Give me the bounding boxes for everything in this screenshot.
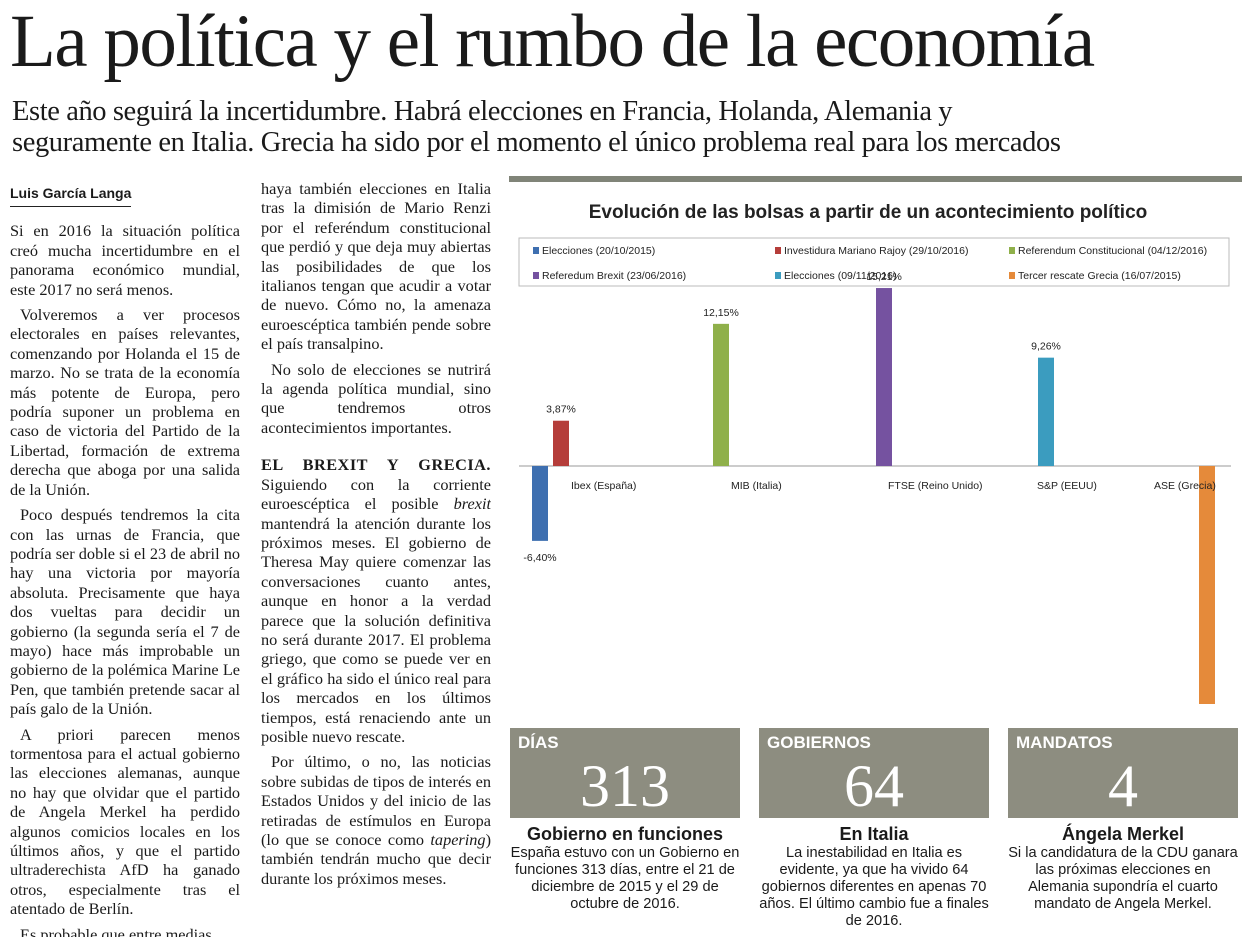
paragraph: A priori parecen menos tormentosa para e… xyxy=(10,724,240,919)
legend-item-label: Referendum Constitucional (04/12/2016) xyxy=(1018,245,1207,257)
data-labels: -6,40%3,87%12,15%15,21%9,26%-21,57% xyxy=(523,271,1061,564)
stat-box-mandates: MANDATOS 4 Ángela Merkel Si la candidatu… xyxy=(1008,728,1238,913)
legend-box xyxy=(518,237,1230,287)
data-label: 12,15% xyxy=(703,307,739,319)
legend-swatch xyxy=(533,247,539,254)
stat-number: 4 xyxy=(1108,753,1138,819)
paragraph: Volveremos a ver procesos electorales en… xyxy=(10,305,240,499)
stat-text: Si la candidatura de la CDU ganara las p… xyxy=(1008,845,1238,912)
paragraph: No solo de elecciones se nutrirá la agen… xyxy=(261,359,491,437)
stat-header: GOBIERNOS 64 xyxy=(759,728,989,818)
category-label: Ibex (España) xyxy=(571,480,636,492)
category-label: MIB (Italia) xyxy=(731,480,782,492)
stat-label: DÍAS xyxy=(518,733,559,752)
legend-swatch xyxy=(775,272,781,279)
subheadline-line-1: Este año seguirá la incertidumbre. Habrá… xyxy=(12,96,953,127)
data-label: 3,87% xyxy=(546,404,576,416)
bar xyxy=(713,323,729,466)
category-label: S&P (EEUU) xyxy=(1037,480,1097,492)
legend-item-label: Investidura Mariano Rajoy (29/10/2016) xyxy=(784,245,968,257)
stat-header: MANDATOS 4 xyxy=(1008,728,1238,818)
data-label: 9,26% xyxy=(1031,341,1061,353)
paragraph: Es probable que entre medias xyxy=(20,924,212,937)
section-heading: EL BREXIT Y GRECIA. xyxy=(261,455,491,475)
article-column-1: Luis García Langa Si en 2016 la situació… xyxy=(10,183,240,937)
bar xyxy=(553,420,569,466)
paragraph: Poco después tendremos la cita con las u… xyxy=(10,505,240,719)
stat-box-days: DÍAS 313 Gobierno en funciones España es… xyxy=(510,728,740,913)
stat-label: GOBIERNOS xyxy=(767,733,871,752)
stat-text: La inestabilidad en Italia es evidente, … xyxy=(759,845,989,929)
stat-label: MANDATOS xyxy=(1016,733,1113,752)
legend-item-label: Referedum Brexit (23/06/2016) xyxy=(542,270,686,282)
bar xyxy=(876,288,892,466)
subheadline-line-2: seguramente en Italia. Grecia ha sido po… xyxy=(12,127,1061,158)
data-label: 15,21% xyxy=(866,271,902,283)
data-label: -6,40% xyxy=(523,552,556,564)
bars xyxy=(532,288,1215,704)
stat-box-governments: GOBIERNOS 64 En Italia La inestabilidad … xyxy=(759,728,989,930)
stat-title: Ángela Merkel xyxy=(1061,824,1185,844)
legend-item-label: Tercer rescate Grecia (16/07/2015) xyxy=(1018,270,1181,282)
legend: Elecciones (20/10/2015) Investidura Maria… xyxy=(533,245,1207,282)
article-column-2: haya también elecciones en Italia tras l… xyxy=(261,179,491,937)
subheadline: Este año seguirá la incertidumbre. Habrá… xyxy=(12,96,1242,158)
paragraph: Por último, o no, las noticias sobre sub… xyxy=(261,752,491,888)
bar xyxy=(1199,466,1215,704)
headline: La política y el rumbo de la economía xyxy=(10,0,1095,83)
stat-title: Gobierno en funciones xyxy=(526,824,723,844)
stat-number: 64 xyxy=(844,753,904,819)
stat-title: En Italia xyxy=(839,824,909,844)
stat-text: España estuvo con un Gobierno en funcion… xyxy=(510,845,740,912)
chart-svg: Evolución de las bolsas a partir de un a… xyxy=(518,202,1231,704)
paragraph: haya también elecciones en Italia tras l… xyxy=(261,179,491,354)
legend-swatch xyxy=(775,247,781,254)
legend-swatch xyxy=(1009,247,1015,254)
category-label: FTSE (Reino Unido) xyxy=(888,480,983,492)
bar xyxy=(1038,357,1054,466)
paragraph: Si en 2016 la situación política creó mu… xyxy=(10,221,240,299)
legend-item-label: Elecciones (09/11/2016) xyxy=(784,270,896,282)
stat-number: 313 xyxy=(580,753,670,819)
chart-title: Evolución de las bolsas a partir de un a… xyxy=(589,202,1148,223)
category-labels: Ibex (España) MIB (Italia) FTSE (Reino Uni… xyxy=(571,480,1216,492)
bar xyxy=(532,466,548,541)
legend-item-label: Elecciones (20/10/2015) xyxy=(542,245,655,257)
legend-swatch xyxy=(1009,272,1015,279)
stock-chart: Evolución de las bolsas a partir de un a… xyxy=(509,176,1242,704)
byline: Luis García Langa xyxy=(10,184,132,208)
stat-header: DÍAS 313 xyxy=(510,728,740,818)
legend-swatch xyxy=(533,272,539,279)
category-label: ASE (Grecia) xyxy=(1154,480,1216,492)
paragraph: EL BREXIT Y GRECIA. Siguiendo con la cor… xyxy=(261,455,491,746)
